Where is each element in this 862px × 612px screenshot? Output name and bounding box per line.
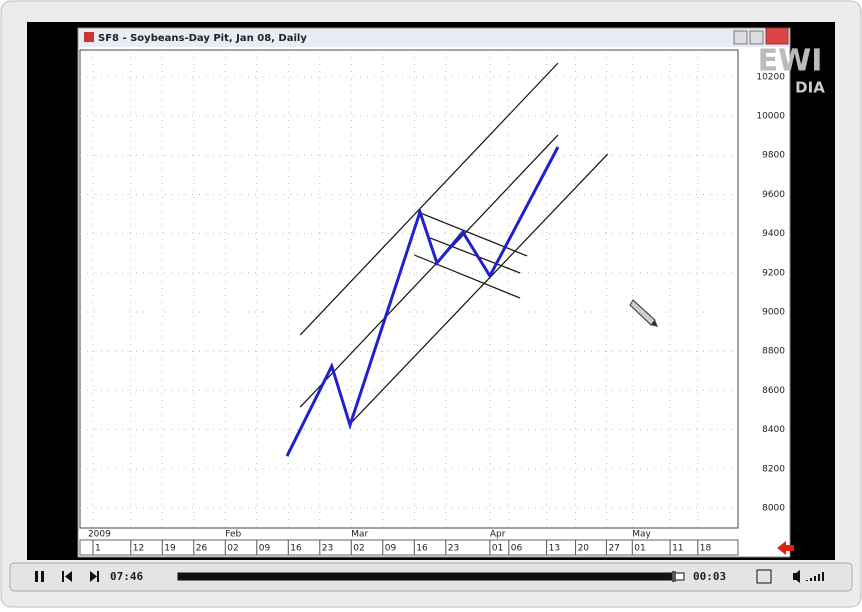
watermark: EWI <box>758 44 823 79</box>
y-tick-label: 10200 <box>756 72 785 82</box>
month-label: Apr <box>490 530 506 540</box>
month-label: May <box>632 530 651 540</box>
volume-button[interactable] <box>793 570 800 583</box>
x-tick-label: 1 <box>95 544 101 554</box>
elapsed-time: 07:46 <box>110 570 143 583</box>
x-tick-label: 09 <box>385 544 397 554</box>
trend-line <box>351 153 609 423</box>
x-tick-label: 19 <box>164 544 176 554</box>
y-tick-label: 9000 <box>762 308 785 318</box>
back-arrow[interactable] <box>777 541 794 555</box>
y-tick-label: 9800 <box>762 151 785 161</box>
y-tick-label: 8600 <box>762 386 785 396</box>
x-tick-label: 26 <box>196 544 208 554</box>
x-tick-label: 16 <box>290 544 302 554</box>
trend-line <box>299 62 559 336</box>
y-tick-label: 9400 <box>762 229 785 239</box>
y-tick-label: 9200 <box>762 268 785 278</box>
y-tick-label: 8000 <box>762 504 785 514</box>
window-title: SF8 - Soybeans-Day Pit, Jan 08, Daily <box>98 33 307 44</box>
x-tick-label: 01 <box>492 544 503 554</box>
x-tick-label: 23 <box>448 544 459 554</box>
y-tick-label: 8200 <box>762 464 785 474</box>
plot-area <box>79 49 739 529</box>
pause-button[interactable] <box>35 571 38 582</box>
y-tick-label: 8800 <box>762 347 785 357</box>
previous-button[interactable] <box>62 571 72 582</box>
window-icon <box>84 32 94 42</box>
maximize-button[interactable] <box>749 30 764 45</box>
progress-fill <box>178 573 674 580</box>
x-tick-label: 16 <box>416 544 428 554</box>
trend-line <box>299 134 559 408</box>
x-tick-label: 02 <box>227 544 238 554</box>
y-tick-label: 8400 <box>762 425 785 435</box>
x-tick-label: 27 <box>608 544 619 554</box>
trend-line <box>417 211 528 257</box>
next-button[interactable] <box>90 571 99 582</box>
remaining-time: 00:03 <box>693 570 726 583</box>
x-tick-label: 12 <box>133 544 144 554</box>
month-label: Mar <box>351 530 368 540</box>
trend-line <box>429 237 521 274</box>
x-tick-label: 01 <box>634 544 645 554</box>
date-strip <box>79 539 739 556</box>
x-tick-label: 23 <box>322 544 333 554</box>
trend-line <box>414 254 521 299</box>
y-tick-label: 9600 <box>762 190 785 200</box>
controls <box>35 569 824 584</box>
x-tick-label: 09 <box>259 544 271 554</box>
pencil-cursor <box>629 299 658 327</box>
price-line <box>285 146 560 457</box>
pause-button[interactable] <box>41 571 44 582</box>
minimize-button[interactable] <box>733 30 748 45</box>
progress-thumb <box>671 571 676 582</box>
x-tick-label: 18 <box>700 544 712 554</box>
x-tick-label: 13 <box>549 544 560 554</box>
x-tick-label: 06 <box>511 544 523 554</box>
x-tick-label: 02 <box>353 544 364 554</box>
close-button[interactable] <box>765 27 789 45</box>
volume-level[interactable] <box>806 572 824 581</box>
watermark: DIA <box>795 79 825 97</box>
y-tick-label: 10000 <box>756 112 785 122</box>
month-label: 2009 <box>88 530 111 540</box>
month-label: Feb <box>225 530 241 540</box>
x-tick-label: 11 <box>672 544 683 554</box>
x-tick-label: 20 <box>578 544 590 554</box>
title-bar <box>79 29 789 47</box>
fullscreen-button[interactable] <box>756 569 772 584</box>
